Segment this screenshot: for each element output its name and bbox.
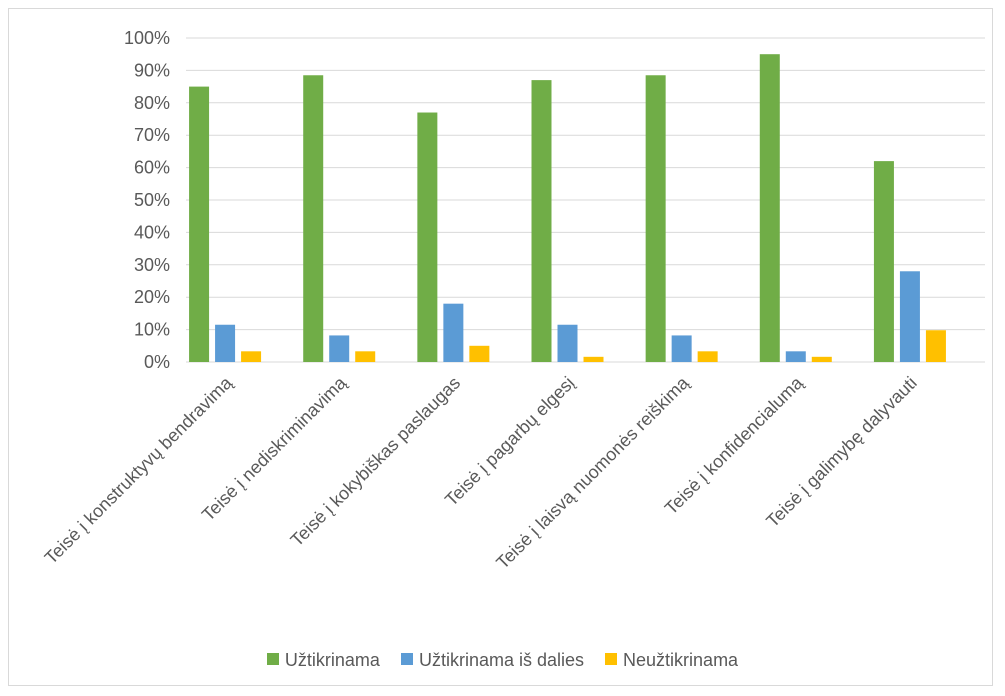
bar-series-0-category-6 [873, 161, 894, 362]
y-tick-label: 70% [134, 125, 170, 145]
bar-series-1-category-2 [443, 303, 464, 362]
bar-series-1-category-4 [671, 335, 692, 362]
y-axis-tick-labels: 0% 10% 20% 30% 40% 50% 60% 70% 80% 90% 100% [124, 28, 170, 372]
y-tick-label: 50% [134, 190, 170, 210]
legend-item-neuztikrinama: Neužtikrinama [605, 650, 738, 671]
bar-series-2-category-2 [469, 345, 490, 362]
y-tick-label: 10% [134, 320, 170, 340]
bars [189, 54, 946, 363]
bar-series-1-category-5 [785, 351, 806, 362]
bar-series-0-category-1 [303, 75, 324, 362]
x-category-label: Teisė į konstruktyvų bendravimą [41, 372, 237, 568]
bar-series-2-category-6 [925, 330, 946, 362]
bar-series-0-category-5 [759, 54, 780, 362]
bar-series-2-category-1 [355, 351, 376, 362]
y-tick-label: 30% [134, 255, 170, 275]
y-tick-label: 90% [134, 60, 170, 80]
bar-series-0-category-4 [645, 75, 666, 362]
chart-frame [8, 8, 993, 686]
legend-item-uztikrinama: Užtikrinama [266, 650, 380, 671]
bar-series-0-category-2 [417, 112, 438, 363]
y-tick-label: 80% [134, 93, 170, 113]
bar-series-1-category-3 [557, 324, 578, 362]
legend-swatch-uztikrinama-is-dalies [400, 653, 413, 666]
y-tick-label: 0% [144, 352, 170, 372]
legend-label-uztikrinama: Užtikrinama [284, 650, 380, 670]
x-category-label: Teisė į pagarbų elgesį [441, 373, 578, 510]
y-tick-label: 20% [134, 287, 170, 307]
bar-series-0-category-3 [531, 80, 552, 363]
bar-series-0-category-0 [189, 86, 210, 362]
bar-series-1-category-0 [215, 324, 236, 362]
legend-item-uztikrinama-is-dalies: Užtikrinama iš dalies [400, 650, 585, 671]
y-tick-label: 40% [134, 222, 170, 242]
y-tick-label: 60% [134, 158, 170, 178]
legend-swatch-neuztikrinama [605, 653, 618, 666]
legend: Užtikrinama Užtikrinama iš dalies Neužti… [0, 650, 1005, 671]
bar-series-2-category-0 [241, 351, 262, 362]
legend-label-uztikrinama-is-dalies: Užtikrinama iš dalies [418, 650, 585, 670]
bar-series-2-category-4 [697, 351, 718, 362]
bar-series-2-category-3 [583, 356, 604, 362]
legend-label-neuztikrinama: Neužtikrinama [623, 650, 739, 670]
bar-series-1-category-1 [329, 335, 350, 362]
x-category-label: Teisė į laisvą nuomonės reiškimą [492, 372, 693, 573]
legend-swatch-uztikrinama [266, 653, 279, 666]
bar-series-2-category-5 [811, 356, 832, 362]
bar-series-1-category-6 [899, 271, 920, 362]
y-tick-label: 100% [124, 28, 170, 48]
